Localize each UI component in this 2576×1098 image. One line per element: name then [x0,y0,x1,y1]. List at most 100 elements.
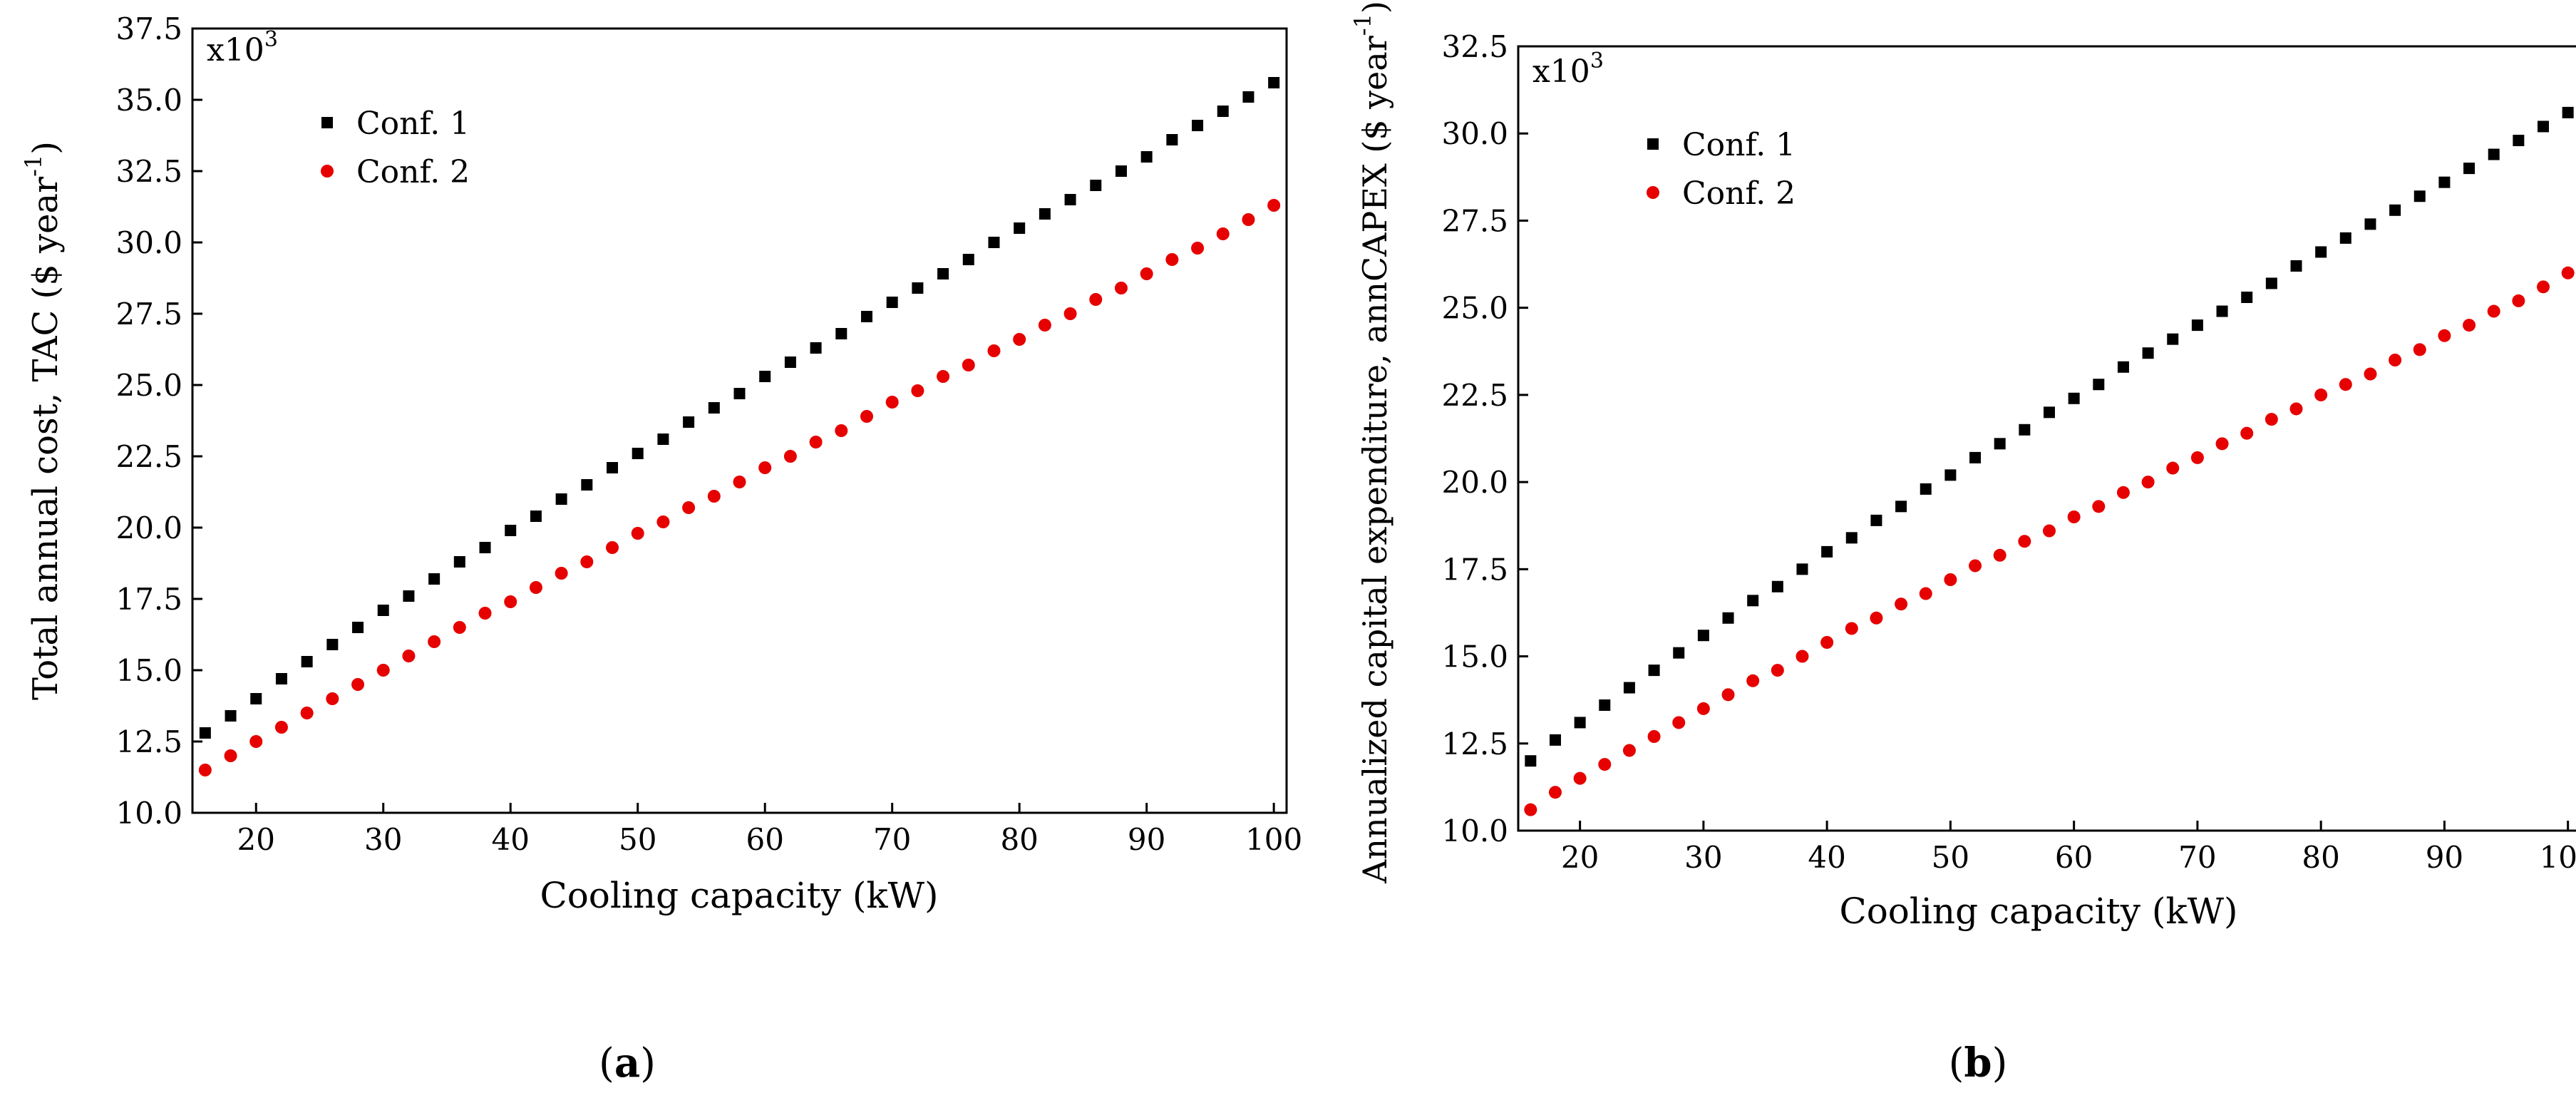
panel-b-x-tick-label: 60 [2055,840,2093,875]
panel-a-series-1-point [886,297,898,308]
panel-b-series-2-point [2265,413,2278,426]
panel-b-legend-marker-conf2 [1647,186,1659,199]
panel-b-legend-marker-conf1 [1647,138,1659,150]
panel-b-series-2-point [2364,367,2377,381]
panel-a-legend-label-conf1: Conf. 1 [356,106,470,142]
panel-a-series-1-point [403,590,415,602]
panel-b-series-1-point [2488,148,2500,160]
panel-b-series-1-point [2290,260,2302,272]
panel-a-y-tick-label: 27.5 [115,297,182,332]
panel-a-series-1-point [632,448,644,459]
panel-a-y-tick-label: 20.0 [115,510,182,545]
panel-a-series-1-point [708,402,720,414]
panel-b-series-2-point [1573,771,1587,785]
panel-b-x-tick-label: 30 [1684,840,1722,875]
panel-a-series-2-point [1089,293,1103,306]
panel-b-series-1-point [1796,563,1808,575]
panel-b-series-1-point [2389,204,2401,216]
panel-b-y-tick-label: 32.5 [1441,29,1508,64]
panel-b-series-1-point [1599,699,1611,711]
panel-b-series-1-point [2241,292,2253,303]
panel-a-series-2-point [707,490,721,503]
panel-a-series-2-point [300,707,314,719]
panel-a-series-1-point [225,710,237,722]
panel-a-series-1-point [1166,134,1178,145]
panel-a-series-1-point [810,342,822,354]
panel-b-series-2-point [2166,461,2180,475]
panel-b-panel-label: (b) [1949,1040,2008,1087]
panel-b-series-1-point [2117,361,2129,373]
panel-b-x-tick-label: 90 [2426,840,2463,875]
panel-a-series-2-point [1114,282,1128,294]
panel-a-series-1-point [555,493,567,505]
panel-a-plot-area: 10.0 12.5 15.0 17.5 20.0 22.5 25.0 27.5 30.0 32.5… [115,11,1302,857]
panel-b-y-tick-label: 20.0 [1441,465,1508,500]
panel-a-series-1-point [326,639,339,650]
panel-b-series-2-point [2438,329,2451,342]
panel-a-series-2-point [198,764,212,776]
panel-b-series-2-point [2141,476,2155,489]
panel-a-series-1-point [1242,91,1254,103]
panel-b-series-1-point [1845,532,1858,544]
panel-b-x-tick-label: 100 [2540,840,2576,875]
panel-b-series-2-point [2092,500,2106,513]
panel-a-series-2-point [529,581,542,594]
panel-a-multiplier: x103 [207,27,278,68]
panel-a-x-axis: 20 30 40 50 60 70 80 90 100 [237,803,1302,857]
panel-b-series-2-point [1598,758,1612,771]
panel-a-series-2-point [1191,242,1205,255]
panel-b-y-tick-label: 17.5 [1441,552,1508,587]
panel-b-series-1-point [2438,176,2451,188]
panel-a-y-tick-label: 32.5 [115,154,182,189]
panel-b-series-1-point [2019,424,2031,436]
panel-b-y-tick-label: 25.0 [1441,291,1508,326]
panel-a-series-1-point [683,416,695,428]
panel-a-panel-label: (a) [599,1040,656,1087]
panel-b-series-2-point [1944,573,1957,586]
panel-b-series-2-point [1919,587,1932,600]
panel-b-series-1-point [2413,190,2426,202]
panel-a-series-1-point [937,268,949,279]
panel-b-series-2-point [1622,744,1636,757]
panel-a-series-2-point [326,692,339,705]
panel-b-series-1-point [2068,392,2080,404]
panel-b-series-2-point [2067,510,2081,523]
panel-b-series-1-point [1525,755,1537,767]
panel-a-x-tick-label: 70 [873,822,911,857]
panel-a-series-1-point [352,622,364,633]
panel-a-x-tick-label: 20 [237,822,275,857]
panel-a-x-tick-label: 80 [1000,822,1038,857]
panel-a-legend-marker-conf2 [321,165,334,178]
panel-b-series-2-point [2116,486,2130,499]
panel-b-series-1-point [2513,135,2525,146]
panel-b-multiplier: x103 [1532,48,1604,90]
panel-b-series-1-point [1994,438,2006,450]
panel-a-series-1-point [301,656,313,667]
panel-a-series-2-point [962,359,975,371]
panel-b-series-1-point [1870,514,1882,526]
panel-a-y-tick-label: 17.5 [115,582,182,617]
panel-a-series-2-point [937,370,950,383]
panel-b-series-1-point [1944,469,1957,481]
panel-b-series-2-point [1548,786,1562,799]
panel-b-series-2-point [1993,548,2006,562]
panel-a-series-2-point [885,396,899,409]
panel-b-series-1-point [2339,232,2351,244]
panel-b-series-2-point [2389,354,2402,366]
panel-b-series-1-point [2562,106,2574,118]
panel-b-legend-label-conf2: Conf. 2 [1682,175,1796,212]
panel-a-series-1-point [607,462,619,473]
panel-b-legend: Conf. 1 Conf. 2 [1647,127,1796,212]
panel-b-y-tick-label: 22.5 [1441,378,1508,413]
panel-a-series-1-point [988,237,1000,248]
panel-a-legend-marker-conf1 [321,117,333,128]
panel-a-series-2-point [224,749,237,762]
panel-b-y-tick-label: 12.5 [1441,727,1508,761]
panel-a-y-tick-label: 10.0 [115,796,182,831]
panel-a-series-2-point [758,461,772,474]
panel-b-series-2-point [1696,702,1710,715]
panel-a-series-2-point [1242,213,1255,226]
panel-a-series-1-point [1014,222,1026,234]
panel-a-plot-frame [191,27,1288,814]
